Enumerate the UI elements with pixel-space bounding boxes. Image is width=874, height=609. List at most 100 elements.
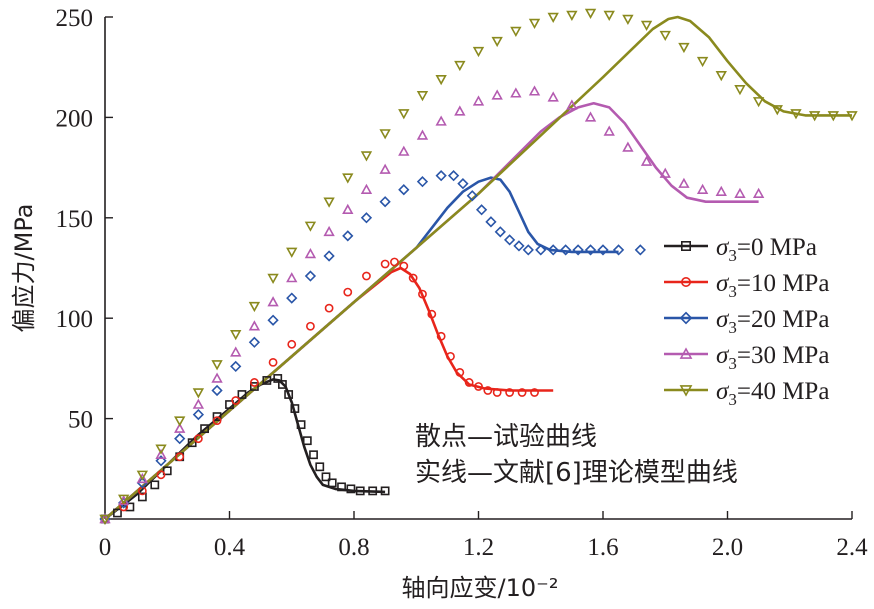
data-point: [200, 424, 209, 434]
data-point: [155, 444, 167, 455]
x-tick-label: 1.2: [463, 534, 494, 561]
legend-swatch-marker: [680, 241, 691, 252]
data-point: [447, 170, 460, 182]
data-point: [584, 8, 597, 19]
y-tick-label: 150: [56, 206, 94, 233]
data-point: [597, 244, 609, 256]
legend-value: =30 MPa: [737, 342, 830, 369]
data-point: [474, 382, 483, 391]
data-point: [734, 187, 746, 198]
data-point: [696, 56, 709, 68]
data-point: [248, 336, 261, 348]
data-point: [212, 412, 222, 421]
legend-swatch-marker: [679, 311, 693, 325]
data-point: [327, 478, 337, 488]
data-point: [715, 185, 727, 196]
data-markers: [99, 8, 858, 525]
data-point: [230, 330, 242, 341]
data-point: [355, 486, 365, 496]
x-axis-title: 轴向应变/10⁻²: [402, 574, 559, 602]
data-point: [113, 508, 122, 518]
data-point: [547, 244, 559, 256]
data-point: [302, 436, 312, 446]
data-point: [790, 109, 802, 120]
data-point: [231, 396, 241, 405]
data-point: [309, 450, 318, 460]
data-point: [492, 388, 502, 397]
data-point: [380, 486, 390, 496]
data-point: [603, 10, 615, 21]
data-point: [99, 514, 111, 525]
data-point: [659, 167, 671, 178]
data-point: [273, 374, 283, 383]
data-point: [603, 125, 615, 136]
data-point: [225, 400, 234, 409]
data-point: [455, 368, 465, 377]
data-point: [547, 91, 559, 102]
legend-label: σ3=40 MPa: [716, 378, 829, 409]
legend-symbol: σ: [716, 378, 730, 405]
legend-value: =20 MPa: [737, 306, 830, 333]
data-point: [287, 339, 297, 349]
data-point: [360, 212, 373, 224]
data-point: [211, 384, 223, 397]
data-point: [192, 408, 205, 421]
legend-item: σ3=10 MPa: [664, 270, 829, 301]
data-point: [566, 10, 578, 21]
data-point: [346, 484, 356, 494]
data-point: [827, 111, 840, 122]
data-point: [560, 244, 572, 256]
data-point: [306, 321, 315, 331]
legend-subscript: 3: [728, 318, 737, 337]
data-point: [211, 360, 223, 371]
legend-swatch-marker: [679, 347, 693, 359]
data-point: [390, 257, 399, 267]
data-point: [491, 89, 503, 100]
data-point: [398, 184, 410, 196]
data-point: [435, 74, 447, 86]
data-point: [472, 95, 485, 106]
data-point: [368, 486, 378, 496]
series-points: [99, 170, 646, 525]
data-point: [399, 261, 409, 271]
y-axis-title: 偏应力/MPa: [10, 204, 38, 333]
data-point: [156, 470, 166, 480]
legend-item: σ3=20 MPa: [664, 306, 829, 337]
data-point: [296, 420, 306, 430]
data-point: [808, 111, 821, 122]
data-point: [379, 129, 391, 140]
data-point: [771, 105, 783, 116]
data-point: [337, 482, 346, 492]
data-point: [268, 357, 278, 367]
data-point: [250, 382, 259, 391]
model-line: [104, 378, 386, 521]
data-point: [634, 244, 646, 256]
data-point: [584, 244, 597, 256]
data-point: [192, 398, 205, 409]
x-tick-label: 0.4: [214, 534, 246, 561]
data-point: [535, 244, 547, 256]
data-point: [464, 378, 474, 387]
x-tick-label: 0.8: [338, 534, 369, 561]
legend-subscript: 3: [728, 246, 737, 265]
data-point: [286, 292, 298, 304]
data-point: [267, 273, 279, 285]
data-point: [343, 287, 353, 297]
data-point: [522, 244, 534, 256]
data-point: [212, 416, 222, 426]
data-point: [491, 36, 503, 48]
legend-value: =40 MPa: [737, 378, 830, 405]
data-point: [475, 204, 488, 216]
data-point: [360, 183, 373, 194]
data-point: [155, 448, 167, 460]
data-point: [494, 226, 506, 238]
data-point: [136, 470, 149, 481]
data-point: [284, 390, 294, 399]
data-point: [435, 115, 447, 126]
data-point: [408, 273, 418, 283]
data-point: [380, 259, 390, 269]
data-point: [304, 247, 317, 259]
data-point: [379, 163, 391, 174]
data-point: [436, 331, 446, 341]
